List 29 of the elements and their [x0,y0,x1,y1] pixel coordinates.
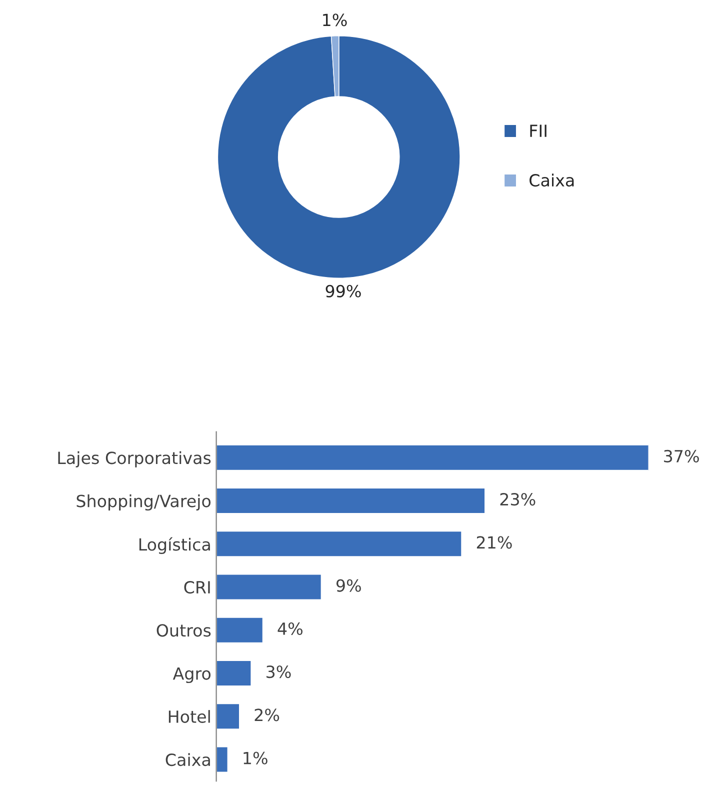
data-label: 3% [266,665,291,678]
y-tick-label: Outros [156,624,211,637]
y-tick-label: CRI [184,580,210,594]
y-tick-label: Logística [139,537,210,554]
y-tick-label: Shopping/Varejo [76,494,211,511]
y-tick-label: Lajes Corporativas [58,451,211,468]
y-tick-label: Caixa [166,753,210,766]
bar [216,573,322,601]
data-label: 37% [664,450,699,462]
legend-label: FII [530,124,546,137]
bar [216,746,229,774]
data-label: 1% [244,752,268,764]
bar [216,530,463,558]
y-tick-label: Agro [172,667,211,684]
bar [216,487,486,514]
data-label: 9% [336,579,361,592]
bar [216,660,252,687]
data-label: 1% [323,14,347,26]
donut-slice [217,36,460,278]
bar [216,702,240,730]
data-label: 2% [254,708,280,722]
y-tick-label: Hotel [168,710,210,723]
data-label: 4% [278,622,302,635]
bar [216,444,649,472]
bar [216,616,264,644]
legend-label: Caixa [530,174,574,187]
data-label: 23% [500,492,536,506]
data-label: 99% [326,284,361,298]
data-label: 21% [476,536,512,549]
